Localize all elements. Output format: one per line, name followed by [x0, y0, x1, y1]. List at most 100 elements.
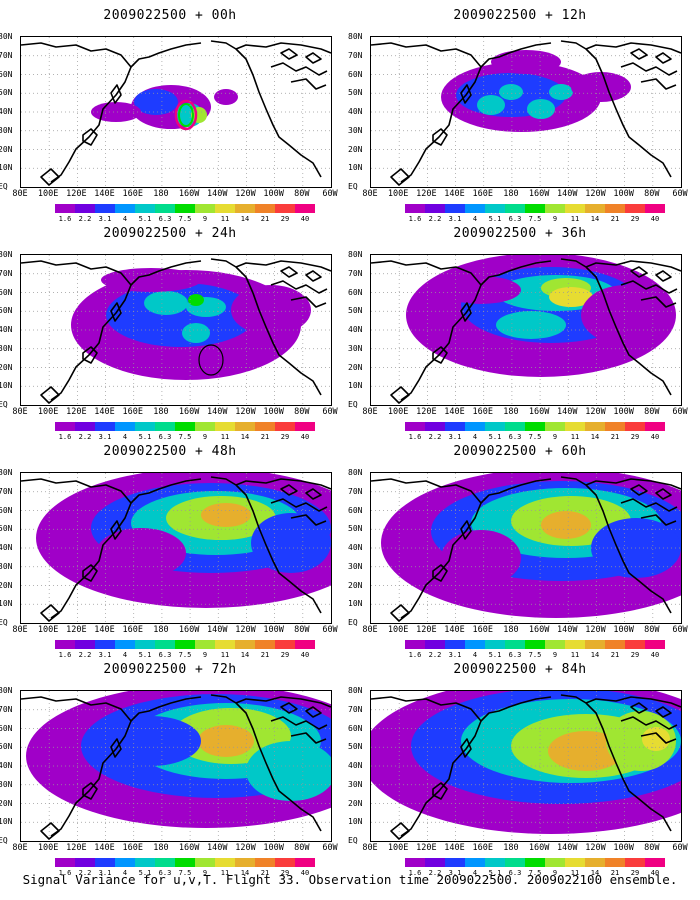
colorbar-label: 11: [220, 869, 230, 877]
colorbar-swatch: [645, 640, 665, 649]
colorbar-swatch: [625, 204, 645, 213]
colorbar-swatch: [215, 640, 235, 649]
colorbar-swatch: [445, 204, 465, 213]
coastline: [305, 52, 322, 64]
longitude-label: 140W: [207, 625, 228, 635]
colorbar-label: 3.1: [98, 651, 112, 659]
colorbar-label: 21: [260, 869, 270, 877]
colorbar-label: 11: [220, 433, 230, 441]
variance-contour: [231, 285, 311, 335]
latitude-label: 30N: [348, 343, 368, 353]
longitude-label: 100W: [263, 625, 284, 635]
longitude-label: 80W: [294, 843, 310, 853]
longitude-label: 100E: [37, 407, 59, 417]
colorbar-swatch: [275, 422, 295, 431]
colorbar-swatch: [585, 640, 605, 649]
latitude-label: 70N: [0, 486, 18, 496]
latitude-label: 40N: [348, 107, 368, 116]
latitude-label: 40N: [348, 543, 368, 552]
longitude-label: 140E: [444, 407, 465, 417]
latitude-label: 70N: [0, 268, 18, 278]
colorbar-swatch: [425, 640, 445, 649]
colorbar-label: 4: [122, 651, 128, 659]
latitude-label: 50N: [348, 306, 368, 316]
longitude-label: 140W: [557, 843, 578, 853]
latitude-label: 70N: [0, 50, 18, 60]
colorbar-label: 11: [570, 869, 580, 877]
variance-map: [370, 472, 682, 624]
colorbar-label: 4: [472, 215, 478, 223]
colorbar-label: 4: [122, 433, 128, 441]
colorbar-swatch: [605, 422, 625, 431]
longitude-label: 80W: [294, 407, 310, 417]
colorbar-swatch: [625, 422, 645, 431]
latitude-label: 60N: [348, 69, 368, 79]
longitude-label: 140E: [94, 407, 115, 417]
coastline: [280, 48, 298, 60]
colorbar-swatch: [425, 858, 445, 867]
colorbar-label: 2.2: [78, 651, 92, 659]
colorbar-label: 9: [552, 433, 558, 441]
colorbar-label: 14: [590, 215, 600, 223]
colorbar-label: 4: [472, 651, 478, 659]
latitude-label: 70N: [348, 50, 368, 60]
coastline: [390, 386, 410, 404]
latitude-label: 80N: [348, 250, 368, 259]
colorbar-swatch: [195, 640, 215, 649]
colorbar-label: 4: [122, 215, 128, 223]
coastline: [290, 296, 327, 308]
colorbar-label: 6.3: [508, 651, 522, 659]
latitude-label: EQ: [348, 182, 368, 191]
longitude-label: 80E: [362, 407, 378, 417]
latitude-label: EQ: [0, 182, 18, 191]
coastline: [305, 270, 322, 282]
longitude-label: 120W: [235, 843, 256, 853]
coastline: [130, 42, 202, 68]
colorbar-label: 40: [650, 651, 660, 659]
colorbar-label: 1.6: [58, 651, 72, 659]
coastline: [640, 514, 677, 526]
colorbar: [405, 858, 665, 867]
colorbar-swatch: [75, 204, 95, 213]
colorbar-label: 21: [610, 869, 620, 877]
colorbar-label: 6.3: [508, 215, 522, 223]
variance-contour: [441, 276, 521, 304]
latitude-label: 70N: [348, 704, 368, 714]
latitude-label: 30N: [0, 561, 18, 571]
map-panel: 2009022500 + 36h 80N 70N 60N 50N 40N 30N 20N 10N…: [348, 226, 688, 441]
colorbar-swatch: [565, 858, 585, 867]
colorbar-swatch: [55, 422, 75, 431]
colorbar: [405, 204, 665, 213]
colorbar-swatch: [545, 640, 565, 649]
colorbar-swatch: [195, 422, 215, 431]
colorbar-swatch: [525, 204, 545, 213]
colorbar-swatch: [215, 858, 235, 867]
colorbar-swatch: [75, 858, 95, 867]
colorbar-label: 21: [610, 433, 620, 441]
colorbar-label: 6.3: [158, 433, 172, 441]
latitude-label: 30N: [348, 779, 368, 789]
colorbar-label: 6.3: [158, 651, 172, 659]
panel-title: 2009022500 + 36h: [453, 226, 587, 241]
variance-contour: [549, 287, 593, 307]
coastline: [305, 706, 322, 718]
variance-contour: [571, 72, 631, 102]
colorbar-label: 1.6: [408, 869, 422, 877]
coastline: [130, 260, 202, 286]
coastline: [585, 478, 681, 490]
variance-contour: [246, 741, 331, 801]
colorbar-label: 4: [472, 433, 478, 441]
coastline: [82, 128, 98, 146]
colorbar-swatch: [425, 204, 445, 213]
colorbar-label: 40: [300, 215, 310, 223]
colorbar-swatch: [255, 204, 275, 213]
coastline: [371, 42, 482, 183]
longitude-label: 80E: [12, 407, 28, 417]
variance-contour: [188, 294, 204, 306]
longitude-label: 160E: [122, 407, 143, 417]
longitude-label: 100W: [613, 189, 634, 199]
coastline: [630, 702, 648, 714]
longitude-label: 160E: [472, 625, 493, 635]
colorbar-swatch: [55, 640, 75, 649]
colorbar-swatch: [255, 858, 275, 867]
